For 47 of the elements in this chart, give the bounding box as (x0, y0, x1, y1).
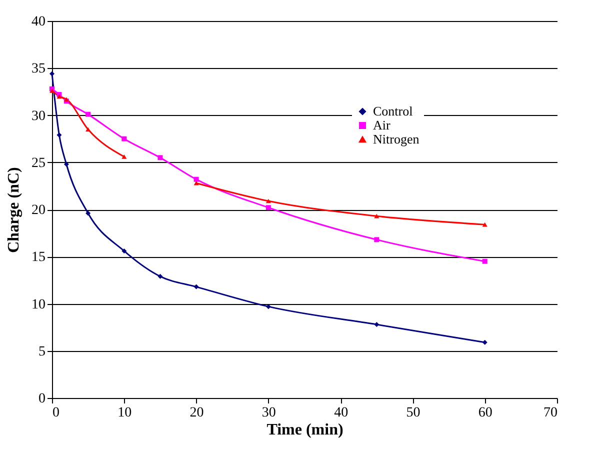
point (50, 71, 54, 76)
point (266, 205, 271, 210)
x-tick-label: 0 (52, 406, 60, 420)
y-tick-label: 0 (38, 392, 46, 406)
point (194, 284, 199, 290)
point (122, 136, 127, 142)
y-axis-title: Charge (nC) (6, 167, 22, 253)
point (86, 127, 91, 132)
y-tick-label: 30 (32, 108, 46, 124)
point (86, 112, 91, 117)
x-axis-title: Time (min) (266, 422, 344, 438)
point (64, 162, 69, 167)
x-tick-label: 10 (118, 406, 132, 420)
point (266, 304, 271, 310)
y-tick-label: 40 (32, 14, 46, 30)
y-tick-label: 20 (32, 203, 46, 218)
point (86, 210, 91, 216)
point (266, 198, 271, 204)
point (158, 155, 163, 160)
legend-label: Control (373, 104, 414, 118)
x-tick-label: 50 (406, 406, 420, 420)
x-tick-label: 60 (478, 406, 492, 420)
y-tick-label: 10 (32, 297, 46, 312)
point (56, 132, 62, 138)
legend-label: Nitrogen (373, 132, 420, 146)
x-tick-label: 70 (544, 406, 558, 420)
legend-label: Air (373, 118, 391, 132)
point (194, 180, 199, 186)
y-tick-label: 15 (32, 250, 46, 266)
point (122, 154, 127, 159)
x-tick-label: 30 (262, 406, 276, 420)
y-tick-label: 25 (32, 156, 46, 171)
point (194, 176, 199, 182)
point (374, 322, 380, 327)
point (50, 88, 54, 93)
y-tick-label: 35 (32, 62, 46, 77)
point (122, 248, 127, 254)
x-tick-label: 40 (334, 406, 348, 420)
y-tick-label: 5 (38, 344, 46, 360)
point (64, 97, 69, 102)
point (482, 222, 488, 227)
x-tick-label: 20 (190, 406, 204, 420)
point (158, 274, 163, 279)
point (482, 340, 488, 345)
point (374, 237, 380, 242)
point (482, 258, 488, 264)
point (374, 214, 380, 218)
